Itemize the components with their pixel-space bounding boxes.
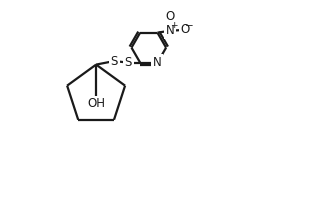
Text: N: N (166, 24, 175, 37)
Text: S: S (125, 56, 132, 69)
Text: OH: OH (87, 97, 105, 110)
Text: O: O (165, 10, 174, 23)
Text: +: + (170, 21, 177, 30)
Text: −: − (185, 21, 194, 31)
Text: O: O (180, 23, 189, 36)
Text: N: N (153, 56, 162, 69)
Text: S: S (110, 55, 118, 68)
